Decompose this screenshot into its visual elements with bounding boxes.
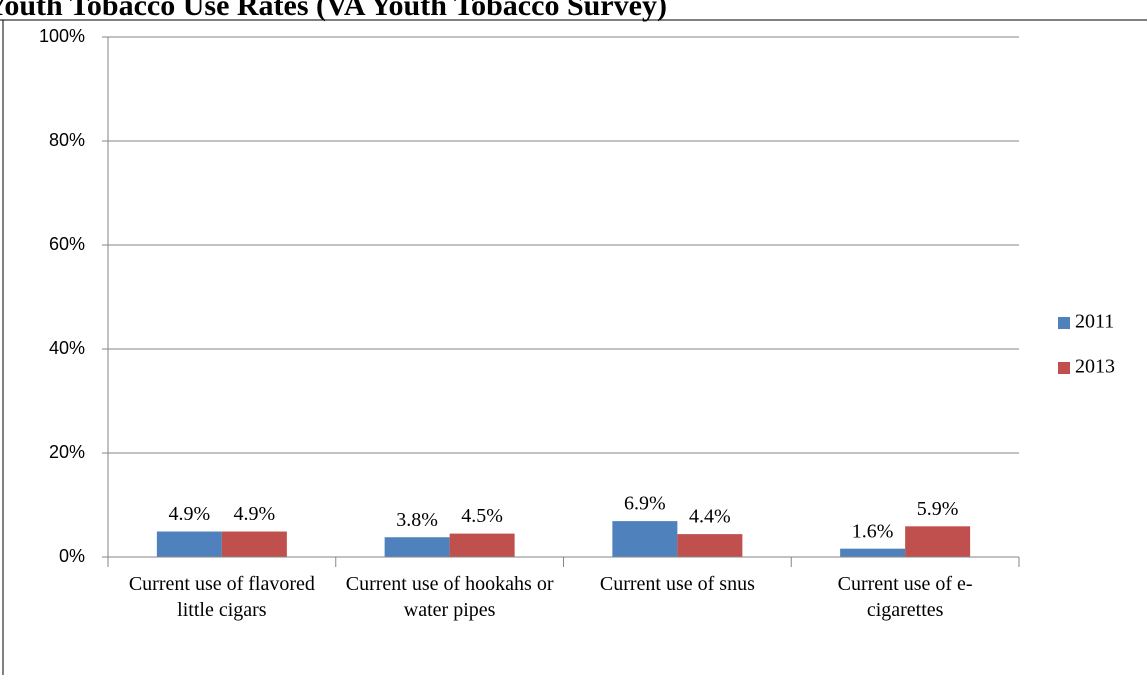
data-label: 5.9% bbox=[917, 498, 959, 520]
x-tick-label: Current use of flavored little cigars bbox=[128, 573, 315, 621]
bar bbox=[677, 534, 743, 557]
y-tick-label: 20% bbox=[49, 442, 85, 462]
x-tick-label: Current use of snus bbox=[599, 573, 755, 595]
data-label: 4.9% bbox=[169, 503, 211, 525]
legend-swatch bbox=[1058, 362, 1070, 374]
x-tick-label: Current use of e-cigarettes bbox=[837, 573, 973, 621]
data-label: 4.4% bbox=[689, 506, 731, 528]
bar bbox=[156, 531, 222, 557]
legend-label: 2013 bbox=[1075, 356, 1115, 378]
legend-label: 2011 bbox=[1075, 311, 1114, 333]
bar bbox=[905, 526, 971, 557]
data-label: 4.9% bbox=[234, 503, 276, 525]
legend-swatch bbox=[1058, 317, 1070, 329]
data-label: 1.6% bbox=[852, 520, 894, 542]
y-tick-label: 100% bbox=[39, 26, 85, 46]
bar bbox=[449, 533, 515, 557]
bar bbox=[840, 548, 906, 557]
data-label: 4.5% bbox=[461, 505, 503, 527]
bar bbox=[221, 531, 287, 557]
y-tick-label: 40% bbox=[49, 338, 85, 358]
bar bbox=[612, 521, 678, 557]
y-tick-label: 80% bbox=[49, 130, 85, 150]
chart-title: Youth Tobacco Use Rates (VA Youth Tobacc… bbox=[0, 0, 667, 22]
data-label: 3.8% bbox=[396, 509, 438, 531]
y-tick-label: 60% bbox=[49, 234, 85, 254]
bar bbox=[384, 537, 450, 557]
x-tick-label: Current use of hookahs or water pipes bbox=[345, 573, 554, 621]
data-label: 6.9% bbox=[624, 493, 666, 515]
y-tick-label: 0% bbox=[59, 546, 85, 566]
